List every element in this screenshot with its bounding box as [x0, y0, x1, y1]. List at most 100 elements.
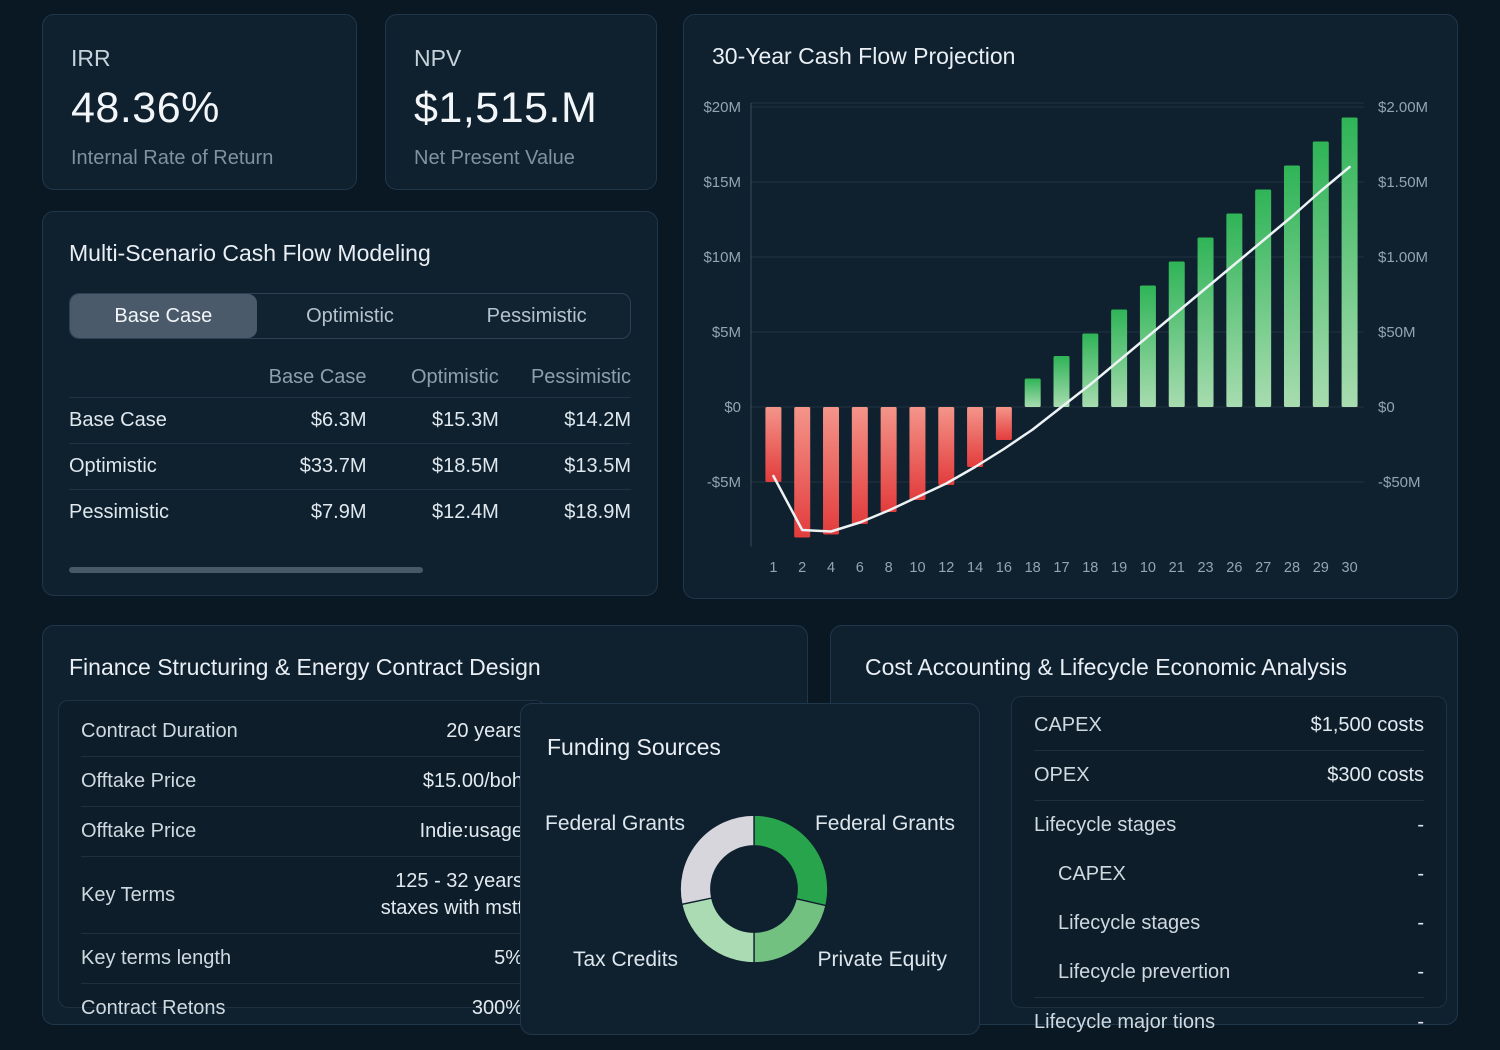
item-value: - — [1417, 814, 1424, 836]
row-label: Pessimistic — [69, 501, 170, 523]
row-value: $7.9M — [310, 501, 367, 523]
cashflow-bar-negative — [823, 407, 840, 535]
row-value: $15.3M — [432, 409, 499, 431]
donut-label-bottom-right: Private Equity — [817, 948, 947, 971]
cashflow-bar-negative — [880, 407, 897, 512]
cashflow-bar-positive — [1082, 333, 1099, 407]
item-label: Lifecycle stages — [1034, 814, 1177, 836]
scenario-scrollbar-thumb[interactable] — [69, 567, 424, 573]
row-value: $18.5M — [432, 455, 499, 477]
right-axis-tick: $1.50M — [1378, 174, 1428, 191]
cashflow-bar-positive — [1053, 356, 1070, 407]
irr-label: IRR — [71, 45, 111, 71]
cashflow-bar-positive — [1197, 237, 1214, 407]
cashflow-bar-positive — [1168, 261, 1185, 407]
npv-subtitle: Net Present Value — [414, 147, 575, 169]
npv-stat-card: NPV $1,515.M Net Present Value — [385, 14, 657, 190]
row-label: Optimistic — [69, 455, 157, 477]
cashflow-bar-negative — [765, 407, 782, 482]
item-label: Offtake Price — [81, 770, 197, 792]
scenario-panel: Multi-Scenario Cash Flow Modeling Base C… — [42, 211, 658, 596]
list-item: Contract Retons 300% — [81, 983, 523, 1033]
left-axis-tick: $20M — [703, 99, 741, 116]
cashflow-bar-positive — [1283, 165, 1300, 407]
list-item: Offtake Price Indie:usage — [81, 806, 523, 856]
scenario-tabbar: Base Case Optimistic Pessimistic — [69, 293, 631, 339]
x-axis-tick: 30 — [1342, 560, 1358, 576]
cashflow-bar-positive — [1226, 213, 1243, 407]
list-item: Contract Duration 20 years — [81, 707, 523, 756]
row-value: $12.4M — [432, 501, 499, 523]
list-item: Lifecycle stages - — [1034, 899, 1424, 948]
row-value: $14.2M — [564, 409, 631, 431]
item-label: Key terms length — [81, 947, 232, 969]
list-item: CAPEX $1,500 costs — [1034, 701, 1424, 750]
list-item: Lifecycle major tions - — [1034, 997, 1424, 1047]
item-label: Lifecycle major tions — [1034, 1011, 1216, 1033]
scenario-table: Base Case Optimistic Pessimistic Base Case $… — [69, 357, 631, 535]
row-label: Base Case — [69, 409, 167, 431]
right-axis-tick: $50M — [1378, 324, 1416, 341]
cashflow-bar-negative — [794, 407, 811, 538]
cashflow-chart: $20M $2.00M $15M $1.50M $10M $1.00M $5M $50M $0 $… — [703, 99, 1428, 576]
item-value: $1,500 costs — [1310, 714, 1424, 736]
table-row: Optimistic $33.7M $18.5M $13.5M — [69, 443, 631, 489]
x-axis-tick: 19 — [1111, 560, 1127, 576]
x-axis-tick: 2 — [798, 560, 806, 576]
row-value: $18.9M — [564, 501, 631, 523]
left-axis-tick: -$5M — [707, 474, 741, 491]
funding-donut-chart — [679, 814, 829, 964]
irr-subtitle: Internal Rate of Return — [71, 147, 274, 169]
item-label: Key Terms — [81, 883, 176, 906]
donut-slice-federal-grants — [679, 814, 755, 906]
x-axis-tick: 29 — [1313, 560, 1329, 576]
x-axis-tick: 10 — [1140, 560, 1156, 576]
table-row: Base Case $6.3M $15.3M $14.2M — [69, 397, 631, 443]
irr-value: 48.36% — [71, 84, 220, 132]
list-item: Offtake Price $15.00/boh — [81, 756, 523, 806]
item-label: Contract Retons — [81, 997, 226, 1019]
scenario-panel-title: Multi-Scenario Cash Flow Modeling — [69, 240, 431, 266]
cashflow-bar-negative — [967, 407, 984, 467]
right-axis-tick: $0 — [1378, 399, 1395, 416]
tab-base-case[interactable]: Base Case — [70, 294, 257, 338]
finance-panel-title: Finance Structuring & Energy Contract De… — [69, 654, 541, 680]
cumulative-cashflow-line — [772, 165, 1351, 533]
cashflow-bar-positive — [1111, 309, 1128, 407]
x-axis-tick: 17 — [1053, 560, 1069, 576]
right-axis-tick: $1.00M — [1378, 249, 1428, 266]
x-axis-tick: 6 — [856, 560, 864, 576]
column-header: Base Case — [268, 365, 367, 388]
donut-label-top-right: Federal Grants — [814, 812, 955, 835]
cashflow-bar-negative — [909, 407, 926, 500]
cashflow-bar-negative — [995, 407, 1012, 440]
item-label: OPEX — [1034, 764, 1090, 786]
cashflow-bar-positive — [1255, 189, 1272, 407]
column-header: Optimistic — [410, 365, 499, 388]
x-axis-tick: 16 — [996, 560, 1012, 576]
item-label: CAPEX — [1034, 714, 1102, 736]
left-axis-tick: $0 — [724, 399, 741, 416]
item-label: Lifecycle prevertion — [1058, 961, 1231, 983]
finance-terms-list: Contract Duration 20 years Offtake Price $1… — [58, 700, 546, 1019]
x-axis-tick: 18 — [1025, 560, 1041, 576]
item-value: $300 costs — [1327, 764, 1424, 786]
item-value: - — [1417, 1011, 1424, 1033]
cost-rows-list: CAPEX $1,500 costs OPEX $300 costs Lifecycle… — [1011, 696, 1447, 1033]
item-label: CAPEX — [1058, 863, 1126, 885]
irr-stat-card: IRR 48.36% Internal Rate of Return — [42, 14, 357, 190]
row-value: $33.7M — [299, 455, 367, 477]
npv-value: $1,515.M — [414, 84, 598, 132]
cashflow-chart-title: 30-Year Cash Flow Projection — [712, 43, 1016, 69]
donut-slice-tax-credits — [681, 897, 755, 964]
tab-pessimistic[interactable]: Pessimistic — [486, 304, 587, 327]
item-label: Offtake Price — [81, 820, 197, 842]
list-item: Lifecycle stages - — [1034, 800, 1424, 850]
tab-optimistic[interactable]: Optimistic — [306, 304, 394, 327]
list-item: Key terms length 5% — [81, 933, 523, 983]
x-axis-tick: 28 — [1284, 560, 1300, 576]
list-item: CAPEX - — [1034, 850, 1424, 899]
x-axis-tick: 21 — [1169, 560, 1185, 576]
npv-label: NPV — [414, 45, 462, 71]
scenario-scrollbar-track — [69, 567, 631, 573]
